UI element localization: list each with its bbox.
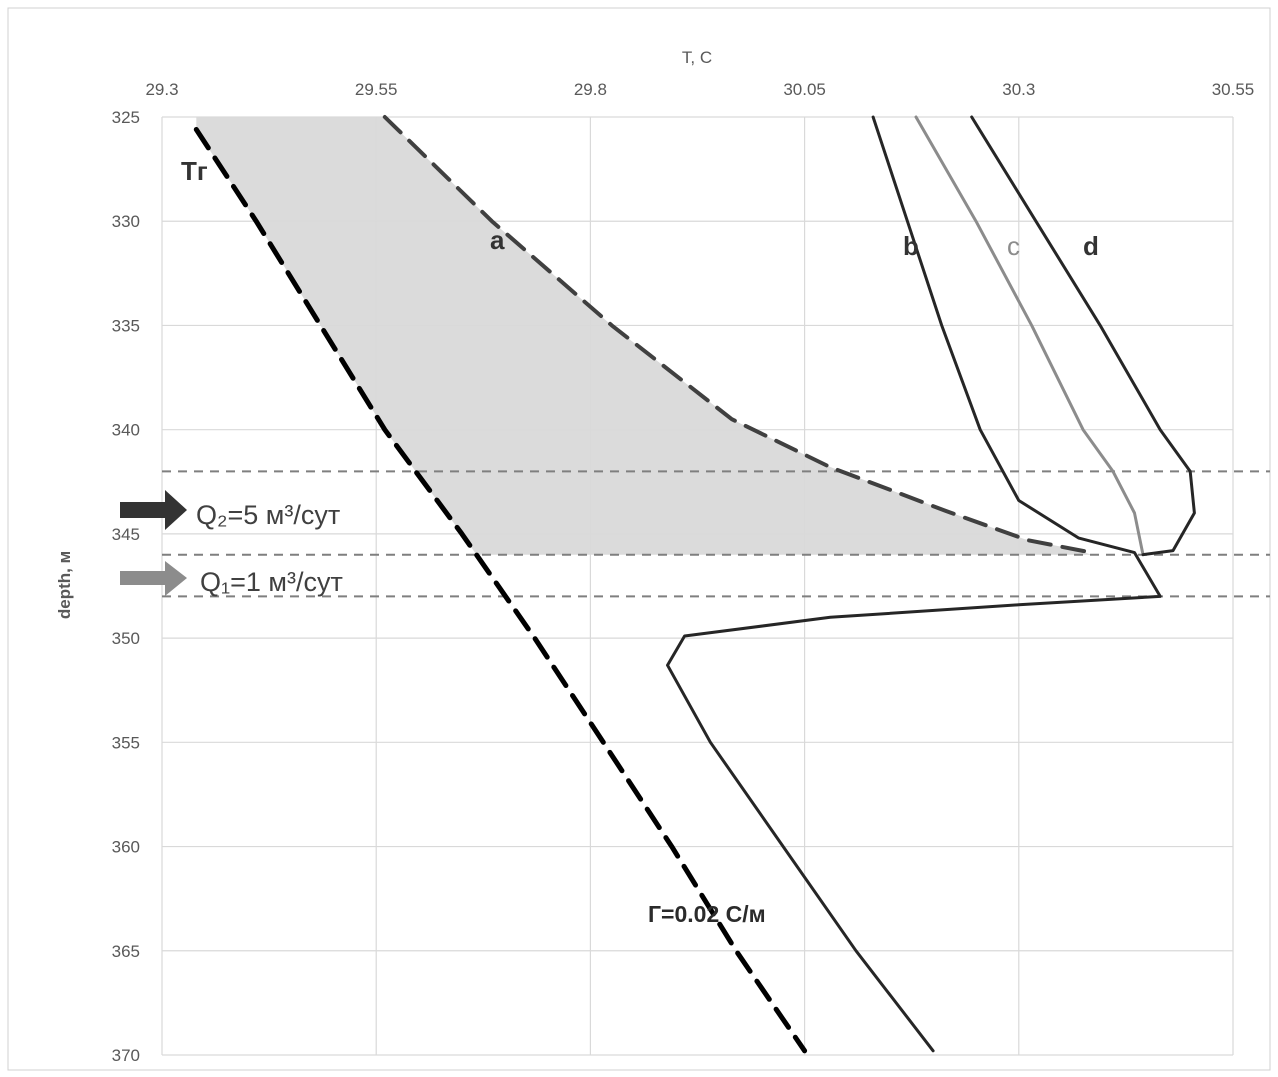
series-line-a xyxy=(382,115,1094,555)
depth-markers xyxy=(162,470,1270,598)
x-tick-label: 30.55 xyxy=(1212,80,1255,99)
y-tick-label: 345 xyxy=(112,525,140,544)
series-label-b: b xyxy=(903,231,919,261)
chart-frame xyxy=(7,7,1271,1071)
y-axis-title: depth, м xyxy=(55,551,74,619)
y-tick-label: 325 xyxy=(112,108,140,127)
shaded-area xyxy=(196,117,1092,555)
y-tick-label: 355 xyxy=(112,733,140,752)
x-tick-label: 30.3 xyxy=(1002,80,1035,99)
y-tick-label: 360 xyxy=(112,838,140,857)
y-tick-label: 370 xyxy=(112,1046,140,1065)
series-label-a: a xyxy=(490,225,505,255)
series-line-tg xyxy=(193,127,808,1054)
y-tick-label: 365 xyxy=(112,942,140,961)
y-tick-label: 340 xyxy=(112,421,140,440)
x-axis-title: Т, С xyxy=(682,48,712,67)
y-tick-label: 335 xyxy=(112,316,140,335)
series-label-c: c xyxy=(1007,231,1020,261)
grid xyxy=(161,116,1234,1056)
y-tick-label: 350 xyxy=(112,629,140,648)
x-tick-label: 29.3 xyxy=(145,80,178,99)
x-tick-label: 29.55 xyxy=(355,80,398,99)
x-tick-label: 30.05 xyxy=(783,80,826,99)
series-label-tg: Tг xyxy=(181,156,208,186)
series-line-c xyxy=(914,115,1145,557)
series-line-d xyxy=(970,115,1196,557)
series-group xyxy=(193,115,1196,1054)
y-tick-label: 330 xyxy=(112,212,140,231)
q2-label: Q₂=5 м³/сут xyxy=(196,500,340,530)
series-line-b xyxy=(666,115,1162,1053)
series-label-d: d xyxy=(1083,231,1099,261)
q1-label: Q₁=1 м³/сут xyxy=(200,567,343,597)
gradient-annotation: Г=0.02 С/м xyxy=(648,901,766,927)
x-tick-label: 29.8 xyxy=(574,80,607,99)
shaded-region xyxy=(196,117,1092,555)
tick-labels: 29.3 29.55 29.8 30.05 30.3 30.55 325 330 335 340 3… xyxy=(112,80,1255,1065)
q2-arrow-icon xyxy=(120,490,187,530)
q1-arrow-icon xyxy=(120,561,187,596)
